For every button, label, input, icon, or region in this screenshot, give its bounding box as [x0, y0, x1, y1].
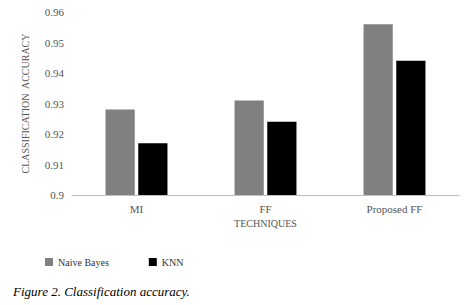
svg-text:0.95: 0.95: [45, 37, 65, 49]
svg-text:0.94: 0.94: [45, 67, 65, 79]
svg-text:Naive Bayes: Naive Bayes: [58, 257, 109, 268]
svg-text:0.92: 0.92: [45, 128, 64, 140]
svg-text:CLASSIFICATION ACCURACY: CLASSIFICATION ACCURACY: [20, 33, 31, 173]
svg-text:TECHNIQUES: TECHNIQUES: [234, 218, 297, 229]
svg-text:FF: FF: [259, 203, 271, 215]
svg-text:0.9: 0.9: [50, 189, 64, 201]
svg-text:0.93: 0.93: [45, 98, 65, 110]
svg-text:Figure 2. Classification accur: Figure 2. Classification accuracy.: [12, 284, 190, 299]
svg-text:0.91: 0.91: [45, 159, 64, 171]
svg-text:KNN: KNN: [162, 257, 184, 268]
svg-text:MI: MI: [130, 203, 144, 215]
svg-text:Proposed FF: Proposed FF: [367, 203, 423, 215]
svg-text:0.96: 0.96: [45, 6, 65, 18]
